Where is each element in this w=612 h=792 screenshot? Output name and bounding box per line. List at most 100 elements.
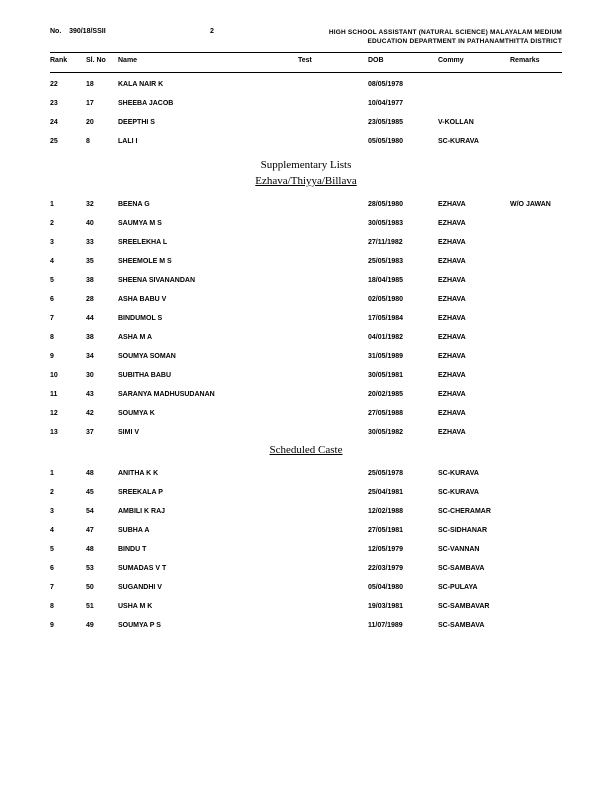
commy-cell: EZHAVA — [438, 315, 510, 322]
dob-cell: 02/05/1980 — [368, 296, 438, 303]
commy-cell: SC-SAMBAVA — [438, 622, 510, 629]
rank-cell: 3 — [50, 239, 86, 246]
rank-cell: 6 — [50, 296, 86, 303]
column-headers: Rank Sl. No Name Test DOB Commy Remarks — [50, 55, 562, 66]
name-cell: USHA M K — [118, 603, 298, 610]
slno-cell: 28 — [86, 296, 118, 303]
name-cell: SUBITHA BABU — [118, 372, 298, 379]
commy-cell — [438, 100, 510, 107]
test-cell — [298, 622, 368, 629]
slno-cell: 8 — [86, 138, 118, 145]
commy-cell: EZHAVA — [438, 391, 510, 398]
remarks-cell — [510, 239, 562, 246]
test-cell — [298, 410, 368, 417]
commy-cell: SC-SIDHANAR — [438, 527, 510, 534]
rank-cell: 25 — [50, 138, 86, 145]
test-cell — [298, 315, 368, 322]
name-cell: SOUMYA P S — [118, 622, 298, 629]
slno-cell: 45 — [86, 489, 118, 496]
commy-cell: SC-PULAYA — [438, 584, 510, 591]
header-remarks: Remarks — [510, 57, 562, 64]
commy-cell: SC-KURAVA — [438, 489, 510, 496]
dob-cell: 22/03/1979 — [368, 565, 438, 572]
commy-cell: SC-SAMBAVA — [438, 565, 510, 572]
divider-bottom — [50, 72, 562, 73]
name-cell: BINDUMOL S — [118, 315, 298, 322]
name-cell: BEENA G — [118, 201, 298, 208]
name-cell: BINDU T — [118, 546, 298, 553]
test-cell — [298, 527, 368, 534]
remarks-cell — [510, 470, 562, 477]
table-row: 2218KALA NAIR K08/05/1978 — [50, 75, 562, 94]
slno-cell: 35 — [86, 258, 118, 265]
name-cell: SUBHA A — [118, 527, 298, 534]
header-slno: Sl. No — [86, 57, 118, 64]
name-cell: SHEENA SIVANANDAN — [118, 277, 298, 284]
dob-cell: 10/04/1977 — [368, 100, 438, 107]
dob-cell: 05/05/1980 — [368, 138, 438, 145]
dob-cell: 12/02/1988 — [368, 508, 438, 515]
table-row: 934SOUMYA SOMAN31/05/1989EZHAVA — [50, 347, 562, 366]
commy-cell: SC-KURAVA — [438, 138, 510, 145]
remarks-cell — [510, 119, 562, 126]
slno-cell: 32 — [86, 201, 118, 208]
table-row: 1337SIMI V30/05/1982EZHAVA — [50, 423, 562, 442]
commy-cell: EZHAVA — [438, 201, 510, 208]
header-test: Test — [298, 57, 368, 64]
commy-cell: EZHAVA — [438, 334, 510, 341]
dob-cell: 27/05/1988 — [368, 410, 438, 417]
name-cell: SOUMYA SOMAN — [118, 353, 298, 360]
doc-number: No. 390/18/SSII — [50, 28, 106, 35]
commy-cell: SC-SAMBAVAR — [438, 603, 510, 610]
no-label: No. — [50, 28, 61, 35]
commy-cell: SC-KURAVA — [438, 470, 510, 477]
dob-cell: 30/05/1982 — [368, 429, 438, 436]
table-row: 1242SOUMYA K27/05/1988EZHAVA — [50, 404, 562, 423]
dob-cell: 23/05/1985 — [368, 119, 438, 126]
commy-cell: SC-CHERAMAR — [438, 508, 510, 515]
test-cell — [298, 372, 368, 379]
dob-cell: 31/05/1989 — [368, 353, 438, 360]
dob-cell: 12/05/1979 — [368, 546, 438, 553]
remarks-cell — [510, 527, 562, 534]
rank-cell: 22 — [50, 81, 86, 88]
table-row: 838ASHA M A04/01/1982EZHAVA — [50, 328, 562, 347]
test-cell — [298, 277, 368, 284]
header-rank: Rank — [50, 57, 86, 64]
name-cell: SARANYA MADHUSUDANAN — [118, 391, 298, 398]
rank-cell: 8 — [50, 603, 86, 610]
table-row: 2317SHEEBA JACOB10/04/1977 — [50, 94, 562, 113]
table-row: 354AMBILI K RAJ12/02/1988SC-CHERAMAR — [50, 502, 562, 521]
table-row: 1030SUBITHA BABU30/05/1981EZHAVA — [50, 366, 562, 385]
table-row: 744BINDUMOL S17/05/1984EZHAVA — [50, 309, 562, 328]
table-row: 628ASHA BABU V02/05/1980EZHAVA — [50, 290, 562, 309]
dob-cell: 25/05/1978 — [368, 470, 438, 477]
dob-cell: 30/05/1981 — [368, 372, 438, 379]
remarks-cell — [510, 584, 562, 591]
remarks-cell — [510, 489, 562, 496]
remarks-cell — [510, 622, 562, 629]
table-row: 1143SARANYA MADHUSUDANAN20/02/1985EZHAVA — [50, 385, 562, 404]
test-cell — [298, 565, 368, 572]
remarks-cell — [510, 410, 562, 417]
test-cell — [298, 81, 368, 88]
title-line-1: HIGH SCHOOL ASSISTANT (NATURAL SCIENCE) … — [329, 28, 562, 37]
remarks-cell — [510, 353, 562, 360]
rank-cell: 23 — [50, 100, 86, 107]
name-cell: AMBILI K RAJ — [118, 508, 298, 515]
commy-cell: EZHAVA — [438, 429, 510, 436]
commy-cell: EZHAVA — [438, 277, 510, 284]
commy-cell: EZHAVA — [438, 239, 510, 246]
header-commy: Commy — [438, 57, 510, 64]
slno-cell: 51 — [86, 603, 118, 610]
commy-cell: SC-VANNAN — [438, 546, 510, 553]
slno-cell: 54 — [86, 508, 118, 515]
dob-cell: 17/05/1984 — [368, 315, 438, 322]
name-cell: SUGANDHI V — [118, 584, 298, 591]
slno-cell: 30 — [86, 372, 118, 379]
rank-cell: 1 — [50, 470, 86, 477]
remarks-cell — [510, 81, 562, 88]
rank-cell: 2 — [50, 220, 86, 227]
table-row: 548BINDU T12/05/1979SC-VANNAN — [50, 540, 562, 559]
slno-cell: 34 — [86, 353, 118, 360]
